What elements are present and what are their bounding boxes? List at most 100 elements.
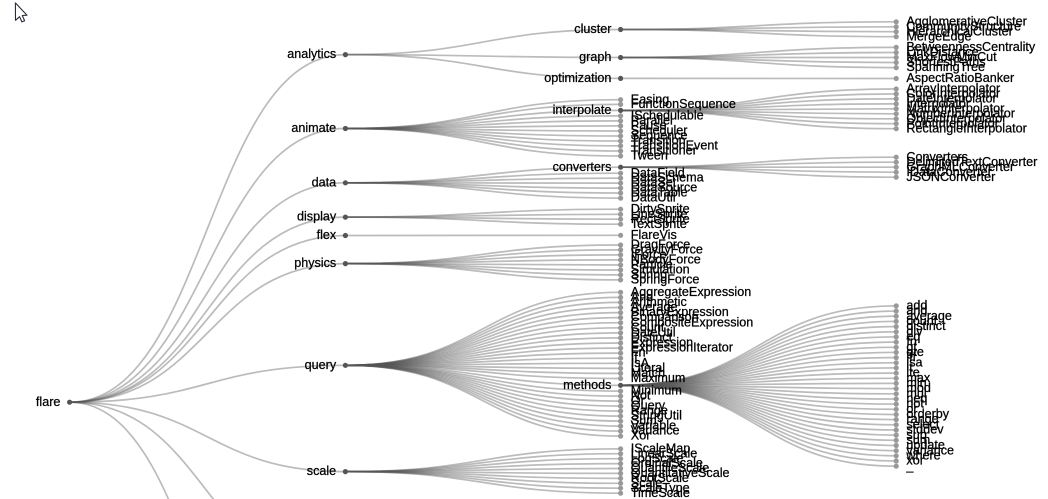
svg-text:xor: xor [906, 454, 924, 468]
svg-text:min: min [906, 376, 926, 390]
svg-text:DataSchema: DataSchema [631, 171, 704, 185]
svg-text:gte: gte [906, 345, 924, 359]
svg-text:gt: gt [906, 340, 917, 354]
svg-text:orderby: orderby [906, 407, 949, 421]
svg-text:sub: sub [906, 428, 926, 442]
svg-text:sum: sum [906, 433, 930, 447]
svg-text:Range: Range [631, 404, 668, 418]
svg-text:Variance: Variance [631, 424, 680, 438]
svg-text:BinaryExpression: BinaryExpression [631, 305, 729, 319]
svg-text:mul: mul [906, 386, 926, 400]
svg-text:Scheduler: Scheduler [631, 124, 688, 138]
svg-text:ColorInterpolator: ColorInterpolator [906, 87, 1000, 101]
svg-text:DataSet: DataSet [631, 176, 677, 190]
svg-text:DataField: DataField [631, 166, 685, 180]
svg-text:or: or [906, 402, 917, 416]
svg-text:display: display [297, 210, 337, 224]
svg-text:If: If [631, 351, 638, 365]
svg-text:RootScale: RootScale [631, 471, 689, 485]
svg-text:MaxFlowMinCut: MaxFlowMinCut [906, 50, 997, 64]
svg-text:animate: animate [291, 121, 336, 135]
svg-text:AgglomerativeCluster: AgglomerativeCluster [906, 14, 1026, 28]
svg-text:IScaleMap: IScaleMap [631, 441, 691, 455]
svg-text:Not: Not [631, 389, 651, 403]
svg-text:IForce: IForce [631, 248, 667, 262]
svg-text:methods: methods [563, 378, 611, 392]
svg-text:DataUtil: DataUtil [631, 191, 676, 205]
svg-text:neq: neq [906, 392, 927, 406]
svg-text:DateUtil: DateUtil [631, 326, 676, 340]
svg-text:DataTable: DataTable [631, 186, 688, 200]
svg-text:and: and [906, 304, 927, 318]
svg-text:IDataConverter: IDataConverter [906, 165, 991, 179]
svg-text:ExpressionIterator: ExpressionIterator [631, 341, 733, 355]
svg-text:add: add [906, 299, 927, 313]
svg-text:analytics: analytics [287, 47, 336, 61]
svg-text:not: not [906, 397, 924, 411]
svg-text:StringUtil: StringUtil [631, 409, 682, 423]
svg-text:Maximum: Maximum [631, 371, 686, 385]
svg-text:BetweennessCentrality: BetweennessCentrality [906, 40, 1036, 54]
svg-text:And: And [631, 290, 653, 304]
svg-text:select: select [906, 417, 939, 431]
svg-text:query: query [305, 358, 337, 372]
svg-text:FunctionSequence: FunctionSequence [631, 97, 736, 111]
svg-text:lte: lte [906, 366, 919, 380]
svg-text:where: where [905, 448, 940, 462]
svg-text:SpanningTree: SpanningTree [906, 60, 985, 74]
svg-text:Query: Query [631, 399, 666, 413]
svg-text:QuantileScale: QuantileScale [631, 461, 709, 475]
svg-text:Variable: Variable [631, 419, 676, 433]
svg-text:Arithmetic: Arithmetic [631, 295, 687, 309]
svg-text:ISchedulable: ISchedulable [631, 109, 704, 123]
svg-text:AspectRatioBanker: AspectRatioBanker [906, 71, 1014, 85]
svg-text:Or: Or [631, 394, 645, 408]
svg-text:FlareVis: FlareVis [631, 228, 677, 242]
svg-text:Minimum: Minimum [631, 384, 682, 398]
svg-text:lt: lt [906, 361, 913, 375]
svg-text:ObjectInterpolator: ObjectInterpolator [906, 111, 1006, 125]
svg-text:Converters: Converters [906, 150, 968, 164]
svg-text:LinearScale: LinearScale [631, 446, 698, 460]
svg-text:Xor: Xor [631, 429, 651, 443]
svg-text:Fn: Fn [631, 346, 646, 360]
svg-text:DragForce: DragForce [631, 238, 691, 252]
svg-text:isa: isa [906, 355, 922, 369]
svg-text:Parallel: Parallel [631, 114, 673, 128]
svg-text:NumberInterpolator: NumberInterpolator [906, 106, 1015, 120]
svg-text:max: max [906, 371, 930, 385]
svg-text:cluster: cluster [574, 22, 611, 36]
svg-text:_: _ [905, 459, 914, 473]
svg-text:optimization: optimization [544, 71, 611, 85]
svg-text:eq: eq [906, 330, 920, 344]
svg-text:average: average [906, 309, 952, 323]
svg-text:DelimitedTextConverter: DelimitedTextConverter [906, 155, 1037, 169]
svg-text:AggregateExpression: AggregateExpression [631, 285, 751, 299]
svg-text:distinct: distinct [906, 319, 946, 333]
svg-text:Match: Match [631, 366, 665, 380]
svg-text:flex: flex [317, 228, 337, 242]
svg-text:GraphMLConverter: GraphMLConverter [906, 160, 1014, 174]
svg-text:CommunityStructure: CommunityStructure [906, 19, 1021, 33]
svg-text:GravityForce: GravityForce [631, 243, 703, 257]
svg-text:div: div [906, 324, 923, 338]
svg-text:TextSprite: TextSprite [631, 217, 687, 231]
svg-text:RectangleInterpolator: RectangleInterpolator [906, 121, 1026, 135]
svg-text:ScaleType: ScaleType [631, 481, 690, 495]
svg-text:Count: Count [631, 320, 665, 334]
svg-text:Pause: Pause [631, 119, 667, 133]
svg-text:Average: Average [631, 300, 678, 314]
svg-text:iff: iff [906, 350, 916, 364]
svg-text:NBodyForce: NBodyForce [631, 253, 701, 267]
svg-text:Expression: Expression [631, 336, 693, 350]
svg-text:Transition: Transition [631, 134, 686, 148]
svg-text:count: count [906, 314, 937, 328]
svg-text:HierarchicalCluster: HierarchicalCluster [906, 24, 1012, 38]
svg-text:physics: physics [294, 256, 336, 270]
svg-text:MergeEdge: MergeEdge [906, 29, 971, 43]
svg-text:Spring: Spring [631, 268, 667, 282]
svg-text:fn: fn [906, 335, 917, 349]
svg-text:CompositeExpression: CompositeExpression [631, 315, 754, 329]
svg-text:DateInterpolator: DateInterpolator [906, 92, 996, 106]
svg-text:Sum: Sum [631, 414, 657, 428]
